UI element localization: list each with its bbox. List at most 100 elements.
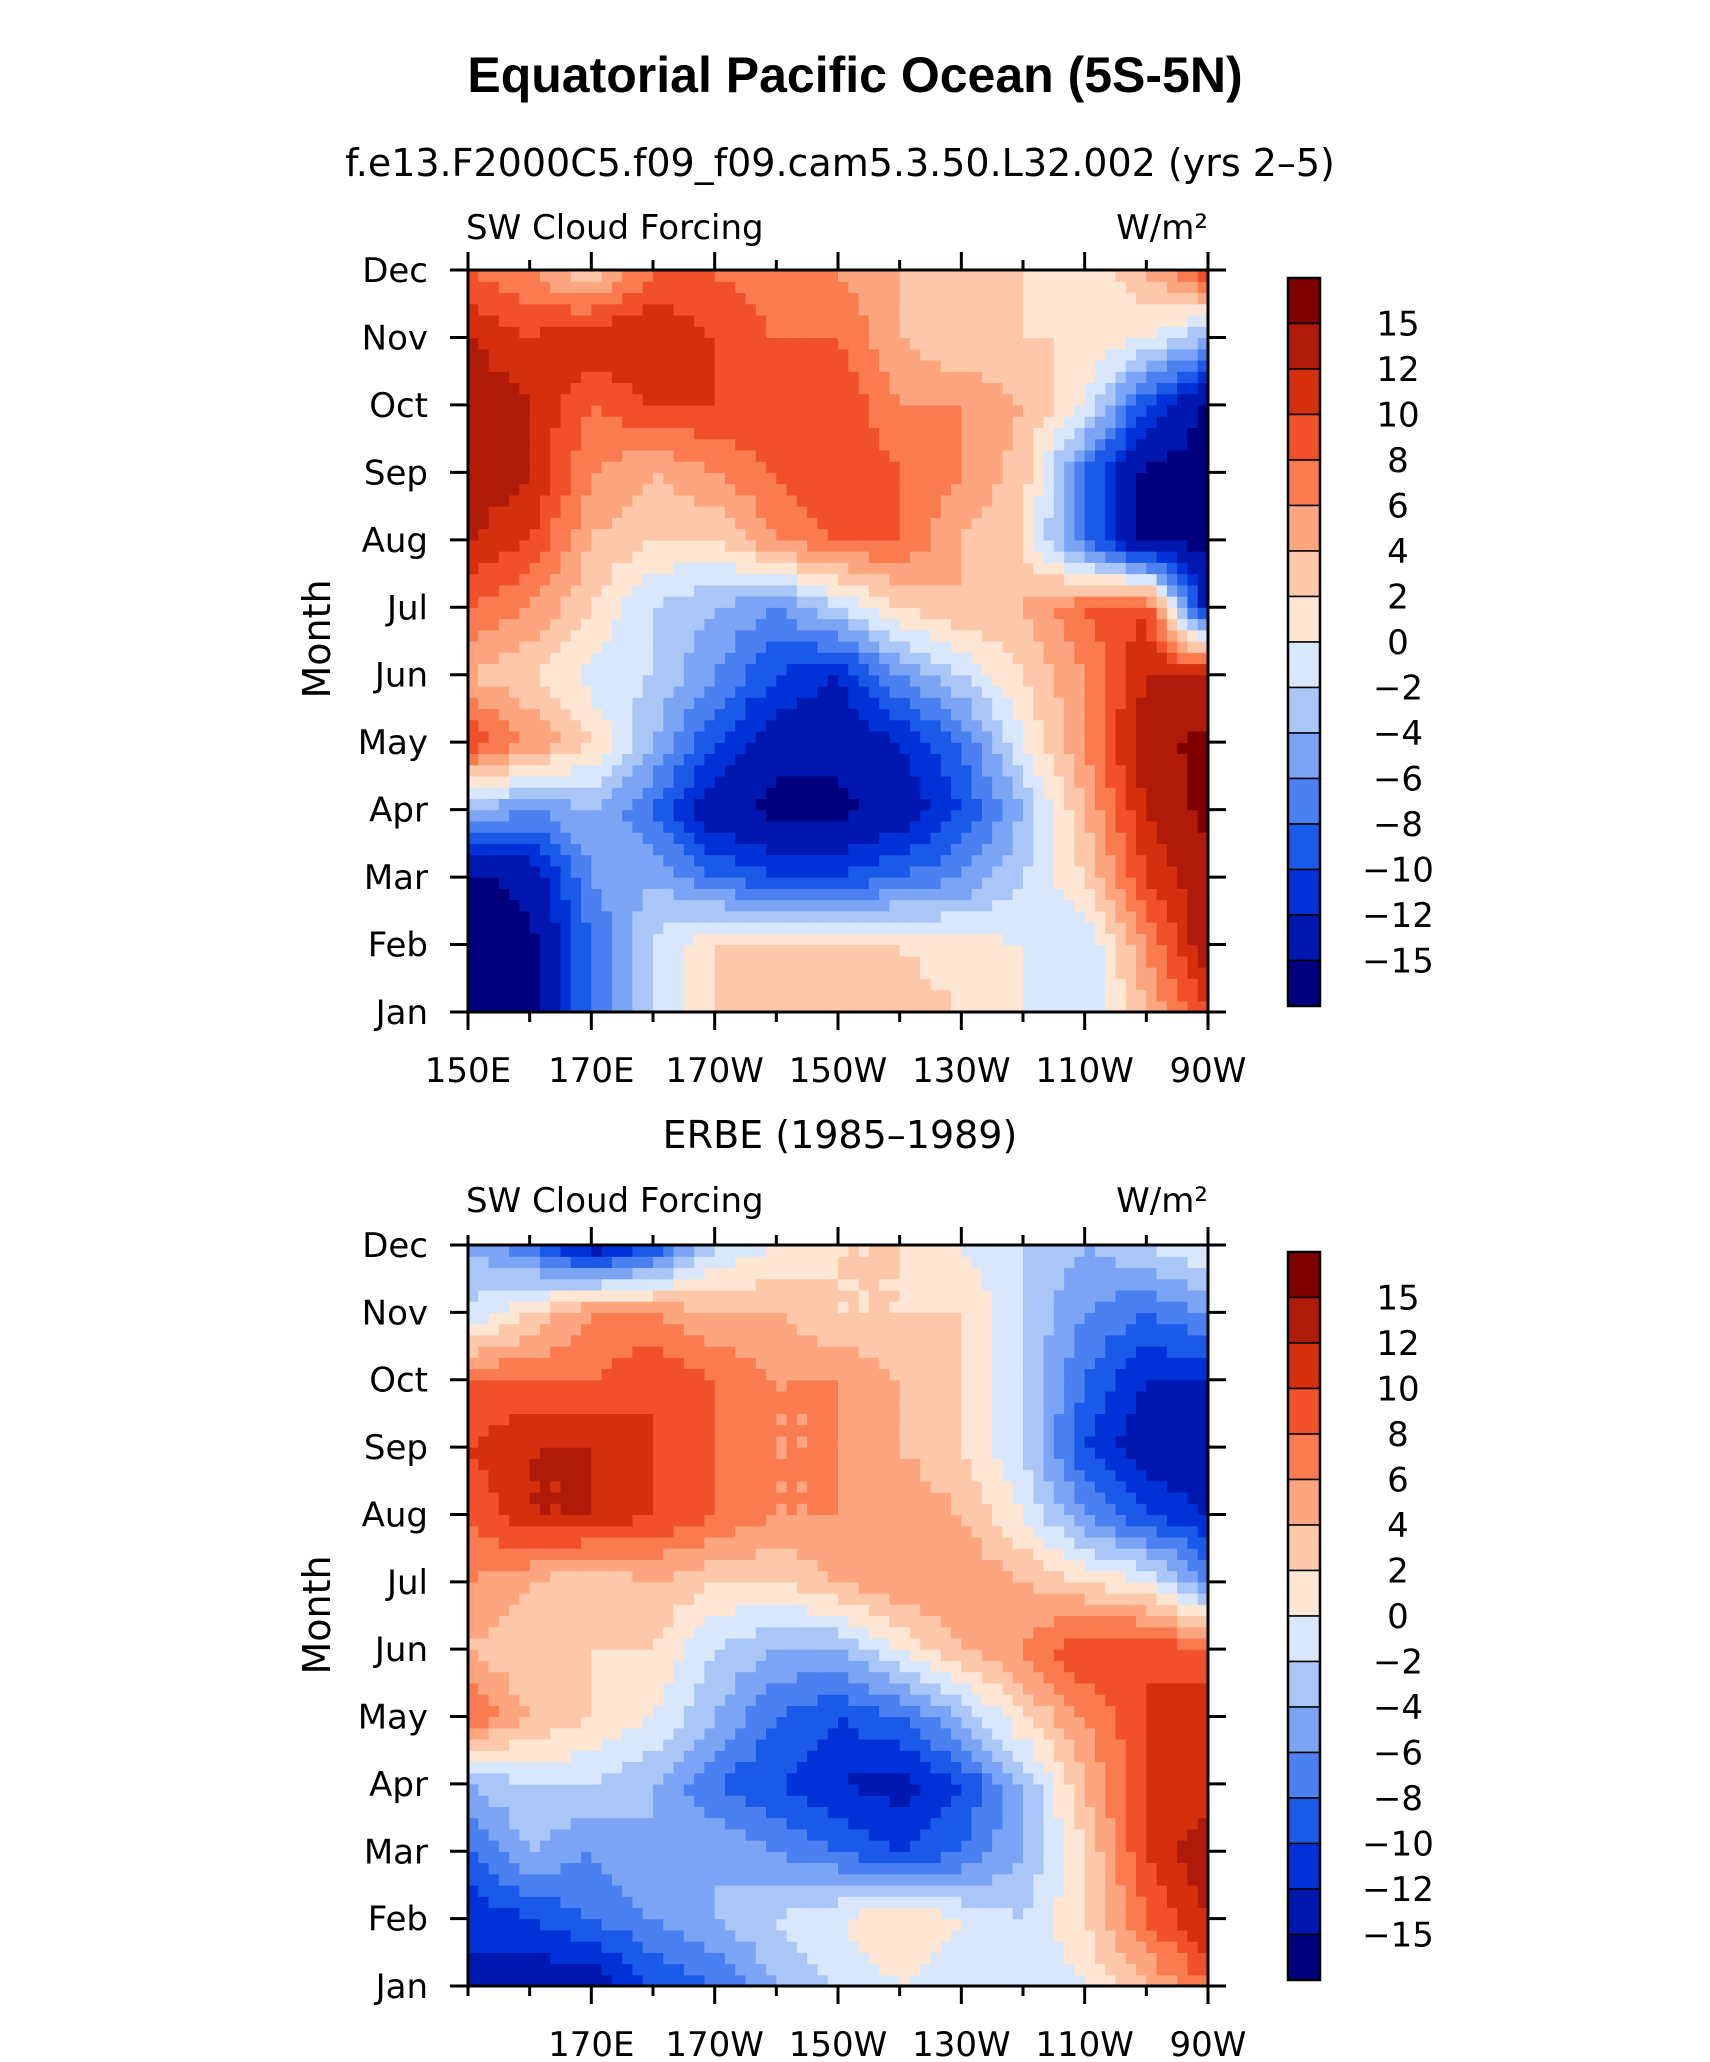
field-cell — [1125, 584, 1137, 597]
field-cell — [570, 629, 582, 642]
field-cell — [1156, 652, 1168, 665]
field-cell — [1084, 764, 1096, 777]
field-cell — [817, 652, 829, 665]
field-cell — [1136, 539, 1147, 552]
field-cell — [817, 449, 829, 462]
field-cell — [899, 944, 911, 957]
field-cell — [714, 281, 726, 294]
field-cell — [591, 742, 603, 755]
field-cell — [1105, 685, 1117, 698]
field-cell — [776, 978, 788, 991]
field-cell — [940, 517, 952, 530]
field-cell — [1012, 393, 1024, 406]
field-cell — [745, 730, 757, 743]
field-cell — [838, 910, 849, 923]
field-cell — [1094, 764, 1106, 777]
field-cell — [622, 652, 634, 665]
field-cell — [478, 584, 490, 597]
field-cell — [591, 719, 603, 732]
field-cell — [1177, 494, 1189, 507]
field-cell — [1002, 517, 1014, 530]
field-cell — [694, 371, 705, 384]
field-cell — [560, 371, 572, 384]
field-cell — [930, 663, 942, 676]
field-cell — [683, 539, 695, 552]
field-cell — [1115, 674, 1127, 687]
field-cell — [1125, 382, 1137, 395]
field-cell — [1197, 764, 1208, 777]
field-cell — [611, 843, 623, 856]
field-cell — [858, 742, 870, 755]
field-cell — [581, 641, 592, 653]
field-cell — [1012, 562, 1024, 575]
field-cell — [611, 854, 623, 867]
field-cell — [724, 652, 736, 665]
field-cell — [796, 573, 808, 586]
colorbar-box — [1287, 459, 1321, 507]
field-cell — [766, 596, 777, 608]
field-cell — [694, 652, 705, 665]
field-cell — [509, 663, 520, 676]
field-cell — [724, 877, 736, 889]
field-cell — [1053, 573, 1065, 586]
field-cell — [930, 427, 942, 440]
field-cell — [509, 674, 520, 687]
field-cell — [868, 359, 880, 372]
field-cell — [560, 303, 572, 316]
field-cell — [724, 910, 736, 923]
field-cell — [951, 753, 962, 766]
field-cell — [1094, 652, 1106, 665]
field-cell — [622, 697, 634, 710]
field-cell — [653, 843, 664, 856]
field-cell — [961, 730, 973, 743]
field-cell — [848, 877, 860, 889]
field-cell — [632, 629, 644, 642]
field-cell — [1156, 967, 1168, 979]
field-cell — [858, 494, 870, 507]
field-cell — [724, 944, 736, 957]
field-cell — [498, 517, 510, 530]
field-cell — [1043, 899, 1055, 912]
field-cell — [1084, 551, 1096, 563]
field-cell — [1156, 618, 1168, 631]
field-cell — [1125, 719, 1137, 732]
field-cell — [632, 967, 644, 979]
field-cell — [632, 584, 644, 597]
field-cell — [745, 449, 757, 462]
field-cell — [550, 685, 562, 698]
field-cell — [1136, 933, 1147, 946]
field-cell — [735, 494, 747, 507]
field-cell — [940, 910, 952, 923]
field-cell — [1023, 281, 1034, 294]
field-cell — [1033, 663, 1045, 676]
field-cell — [519, 719, 531, 732]
colorbar-label: −8 — [1373, 805, 1423, 845]
field-cell — [766, 382, 777, 395]
field-cell — [796, 337, 808, 350]
field-cell — [673, 494, 685, 507]
field-cell — [930, 697, 942, 710]
field-cell — [879, 719, 890, 732]
field-cell — [724, 404, 736, 417]
field-cell — [1012, 922, 1024, 934]
field-cell — [992, 989, 1004, 1002]
field-cell — [478, 652, 490, 665]
field-cell — [478, 461, 490, 473]
field-cell — [827, 843, 839, 856]
field-cell — [1074, 652, 1086, 665]
field-cell — [1023, 978, 1034, 991]
field-cell — [827, 877, 839, 889]
field-cell — [622, 607, 634, 620]
field-cell — [1156, 404, 1168, 417]
field-cell — [889, 888, 901, 901]
field-cell — [1094, 910, 1106, 923]
field-cell — [653, 1000, 664, 1012]
field-cell — [704, 618, 716, 631]
field-cell — [796, 326, 808, 339]
field-cell — [909, 393, 921, 406]
field-cell — [1156, 416, 1168, 428]
field-cell — [1002, 281, 1014, 294]
field-cell — [498, 404, 510, 417]
field-cell — [1115, 517, 1127, 530]
field-cell — [1094, 562, 1106, 575]
